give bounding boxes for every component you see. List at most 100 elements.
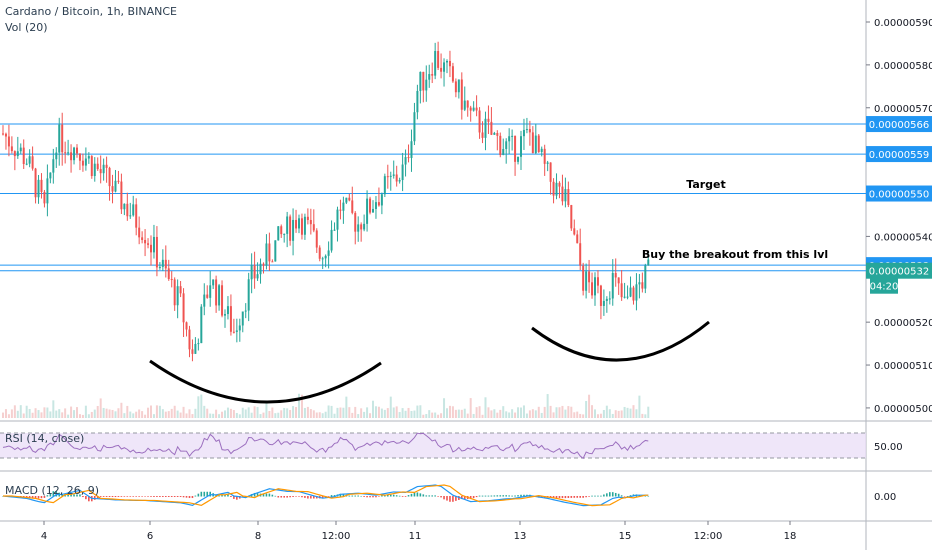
countdown-text: 04:20 [870,282,899,293]
volume-bar [117,408,120,418]
volume-bar [37,410,40,418]
volume-bar [644,414,647,418]
macd-histogram-bar [123,496,126,497]
candle [611,259,614,306]
volume-bar [493,409,496,418]
volume-bar [105,408,108,418]
macd-histogram-bar [206,491,209,497]
candle [102,158,105,181]
volume-bar [218,414,221,418]
volume-bar [466,413,469,418]
candle [176,279,179,319]
level-price-label: 0.00000559 [866,146,932,163]
candle [582,262,585,296]
volume-label: Vol (20) [5,21,48,34]
macd-histogram-bar [230,496,232,497]
cup-curves [149,320,710,404]
volume-bar [351,412,354,418]
candle [567,181,570,208]
candle [7,124,10,157]
volume-bar [280,410,283,418]
volume-bar [31,412,34,418]
candle [398,177,401,184]
candle [209,271,212,307]
macd-histogram-bar [449,496,451,502]
volume-bar [582,414,585,418]
candle [484,111,487,151]
macd-histogram-bar [378,496,380,497]
macd-histogram-bar [623,496,626,497]
macd-histogram-bar [609,492,611,497]
macd-histogram-bar [458,496,460,500]
time-axis[interactable]: 4 6 8 12:00 11 13 15 12:00 18 [41,521,797,542]
volume-bar [398,412,401,418]
volume-bar [303,407,306,418]
macd-histogram-bar [156,496,158,497]
candle [158,262,161,270]
price-axis[interactable]: 0.00000590 0.00000580 0.00000570 0.00000540… [866,18,932,415]
candle [475,95,478,117]
macd-histogram-bar [129,496,132,497]
volume-bar [13,405,16,418]
candle [644,263,647,294]
candle [360,222,363,242]
volume-bar [224,410,226,418]
macd-histogram-bar [265,493,268,497]
macd-histogram-bar [120,496,123,497]
candle [22,139,25,169]
candle [457,79,460,99]
candle [221,280,224,318]
volume-bar [229,408,232,418]
candle [425,65,428,102]
macd-histogram-bar [307,496,309,499]
candle [96,157,99,171]
candle [377,187,380,207]
candle [268,232,271,271]
volume-bar [591,405,594,418]
macd-histogram-bar [511,495,513,497]
volume-bar [206,408,209,418]
macd-histogram-bar [363,496,365,497]
macd-histogram-bar [111,496,114,498]
volume-bar [221,411,224,418]
volume-bar [209,413,212,418]
volume-bar [176,410,179,418]
volume-bar [108,409,111,418]
macd-histogram-bar [573,496,576,498]
macd-histogram-bar [283,496,285,498]
volume-bar [78,414,81,418]
volume-bar [34,408,37,418]
macd-histogram-bar [617,493,620,497]
volume-bar [90,411,93,418]
macd-histogram-bar [387,494,389,497]
macd-histogram-bar [333,495,336,497]
symbol-title: Cardano / Bitcoin, 1h, BINANCE [5,5,177,18]
volume-bar [383,409,386,418]
candle [19,143,22,154]
volume-bar [540,412,543,418]
volume-bar [576,411,579,418]
time-tick-label: 6 [147,531,153,542]
macd-histogram-bar [227,494,229,497]
candle [46,164,49,217]
volume-bar [389,396,392,418]
macd-histogram-bar [425,495,428,497]
candle [369,196,372,215]
volume-bar [84,405,87,418]
volume-bar [55,410,58,418]
volume-bar [173,405,176,418]
candle [123,203,126,216]
candle [528,120,531,146]
macd-histogram-bar [585,496,587,498]
macd-histogram-bar [25,496,28,498]
horizontal-levels[interactable]: 0.000005660.000005590.000005500.00000533… [0,116,932,294]
volume-bar [369,413,372,418]
volume-bar [64,408,67,418]
candle [280,224,283,238]
volume-bar [395,406,398,418]
candle [466,100,469,117]
candle [120,173,123,214]
macd-histogram-bar [540,496,543,498]
candle [265,234,268,270]
